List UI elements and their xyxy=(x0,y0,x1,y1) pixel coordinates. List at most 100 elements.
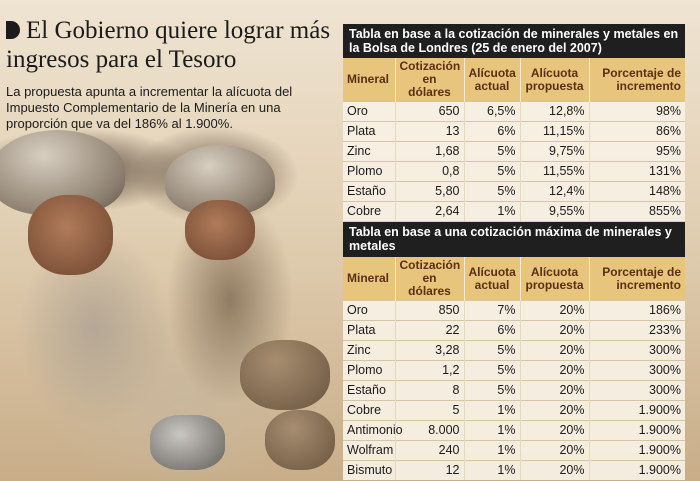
section-marker-icon xyxy=(6,21,20,39)
value-cell: 8.000 xyxy=(395,420,465,441)
value-cell: 1.900% xyxy=(589,460,685,480)
mineral-cell: Plomo xyxy=(343,360,396,381)
table-row: Estaño 5,80 5% 12,4% 148% xyxy=(343,181,685,202)
value-cell: 850 xyxy=(395,300,465,321)
value-cell: 1% xyxy=(464,201,521,221)
value-cell: 6% xyxy=(464,320,521,341)
column-header: Cotización en dólares xyxy=(395,257,465,301)
mineral-cell: Estaño xyxy=(343,181,396,202)
value-cell: 20% xyxy=(520,320,590,341)
mineral-cell: Oro xyxy=(343,101,396,122)
value-cell: 2,64 xyxy=(395,201,465,221)
value-cell: 1.900% xyxy=(589,420,685,441)
miner-face-right xyxy=(185,200,255,260)
subtitle: La propuesta apunta a incrementar la alí… xyxy=(6,84,293,131)
mineral-cell: Cobre xyxy=(343,201,396,221)
headline: El Gobierno quiere lograr más ingresos p… xyxy=(6,16,336,74)
value-cell: 7% xyxy=(464,300,521,321)
value-cell: 20% xyxy=(520,460,590,480)
table-row: Antimonio 8.000 1% 20% 1.900% xyxy=(343,420,685,441)
value-cell: 20% xyxy=(520,400,590,421)
value-cell: 1% xyxy=(464,420,521,441)
column-header: Mineral xyxy=(343,58,396,102)
table-row: Zinc 3,28 5% 20% 300% xyxy=(343,340,685,361)
mineral-cell: Plata xyxy=(343,121,396,142)
value-cell: 11,15% xyxy=(520,121,590,142)
table-row: Wolfram 240 1% 20% 1.900% xyxy=(343,440,685,461)
value-cell: 5% xyxy=(464,340,521,361)
value-cell: 20% xyxy=(520,360,590,381)
value-cell: 20% xyxy=(520,440,590,461)
table-row: Cobre 5 1% 20% 1.900% xyxy=(343,400,685,421)
value-cell: 300% xyxy=(589,340,685,361)
mineral-cell: Bismuto xyxy=(343,460,396,480)
value-cell: 20% xyxy=(520,300,590,321)
value-cell: 5% xyxy=(464,360,521,381)
table-row: Zinc 1,68 5% 9,75% 95% xyxy=(343,141,685,162)
value-cell: 12,4% xyxy=(520,181,590,202)
value-cell: 148% xyxy=(589,181,685,202)
value-cell: 300% xyxy=(589,380,685,401)
table-row: Oro 850 7% 20% 186% xyxy=(343,300,685,321)
mineral-cell: Zinc xyxy=(343,340,396,361)
value-cell: 5% xyxy=(464,141,521,162)
value-cell: 233% xyxy=(589,320,685,341)
value-cell: 5% xyxy=(464,380,521,401)
miner-face-left xyxy=(28,195,113,275)
value-cell: 8 xyxy=(395,380,465,401)
value-cell: 1% xyxy=(464,460,521,480)
value-cell: 6,5% xyxy=(464,101,521,122)
mineral-cell: Plata xyxy=(343,320,396,341)
mineral-cell: Estaño xyxy=(343,380,396,401)
column-header: Alícuota propuesta xyxy=(520,58,590,102)
value-cell: 5 xyxy=(395,400,465,421)
table-header-row: Mineral Cotización en dólares Alícuota a… xyxy=(343,257,685,301)
value-cell: 13 xyxy=(395,121,465,142)
value-cell: 9,75% xyxy=(520,141,590,162)
table-current-prices: Tabla en base a la cotización de mineral… xyxy=(343,24,685,221)
column-header: Alícuota actual xyxy=(464,58,521,102)
mineral-cell: Zinc xyxy=(343,141,396,162)
column-header: Porcentaje de incremento xyxy=(589,257,685,301)
table-header-row: Mineral Cotización en dólares Alícuota a… xyxy=(343,58,685,102)
value-cell: 300% xyxy=(589,360,685,381)
column-header: Porcentaje de incremento xyxy=(589,58,685,102)
data-table: Mineral Cotización en dólares Alícuota a… xyxy=(343,257,685,480)
mineral-cell: Cobre xyxy=(343,400,396,421)
value-cell: 650 xyxy=(395,101,465,122)
table-row: Estaño 8 5% 20% 300% xyxy=(343,380,685,401)
mineral-cell: Wolfram xyxy=(343,440,396,461)
value-cell: 11,55% xyxy=(520,161,590,182)
value-cell: 98% xyxy=(589,101,685,122)
value-cell: 0,8 xyxy=(395,161,465,182)
value-cell: 12 xyxy=(395,460,465,480)
table-title: Tabla en base a una cotización máxima de… xyxy=(343,222,685,257)
ore-rock xyxy=(240,340,330,410)
value-cell: 5% xyxy=(464,161,521,182)
value-cell: 131% xyxy=(589,161,685,182)
ore-rock xyxy=(265,410,335,470)
value-cell: 12,8% xyxy=(520,101,590,122)
value-cell: 186% xyxy=(589,300,685,321)
headline-text: El Gobierno quiere lograr más ingresos p… xyxy=(6,17,331,73)
column-header: Cotización en dólares xyxy=(395,58,465,102)
table-title: Tabla en base a la cotización de mineral… xyxy=(343,24,685,58)
mineral-cell: Plomo xyxy=(343,161,396,182)
table-max-prices: Tabla en base a una cotización máxima de… xyxy=(343,222,685,480)
value-cell: 86% xyxy=(589,121,685,142)
column-header: Alícuota actual xyxy=(464,257,521,301)
value-cell: 5% xyxy=(464,181,521,202)
value-cell: 9,55% xyxy=(520,201,590,221)
value-cell: 1.900% xyxy=(589,440,685,461)
value-cell: 1% xyxy=(464,400,521,421)
table-row: Plomo 1,2 5% 20% 300% xyxy=(343,360,685,381)
value-cell: 1,68 xyxy=(395,141,465,162)
table-row: Plomo 0,8 5% 11,55% 131% xyxy=(343,161,685,182)
value-cell: 240 xyxy=(395,440,465,461)
value-cell: 5,80 xyxy=(395,181,465,202)
column-header: Alícuota propuesta xyxy=(520,257,590,301)
table-row: Plata 13 6% 11,15% 86% xyxy=(343,121,685,142)
value-cell: 95% xyxy=(589,141,685,162)
value-cell: 20% xyxy=(520,340,590,361)
data-table: Mineral Cotización en dólares Alícuota a… xyxy=(343,58,685,221)
